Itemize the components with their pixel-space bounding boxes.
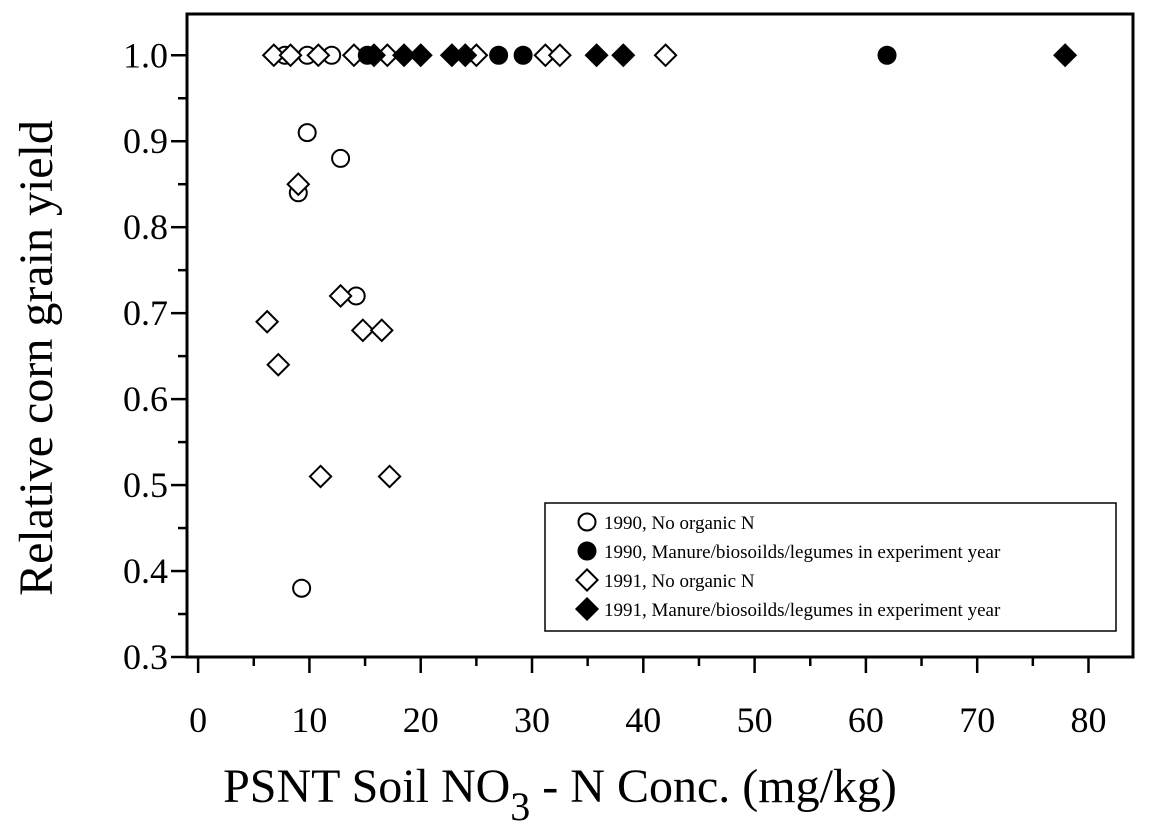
data-point [286, 172, 311, 197]
y-axis-title: Relative corn grain yield [10, 120, 63, 596]
y-tick-label: 0.4 [123, 551, 168, 591]
data-point [350, 318, 375, 343]
legend-marker [577, 541, 597, 561]
x-axis-title: PSNT Soil NO3 - N Conc. (mg/kg) [223, 760, 897, 827]
x-axis-title-main: PSNT Soil NO [223, 760, 510, 813]
legend-label: 1991, Manure/biosoilds/legumes in experi… [604, 600, 1001, 621]
data-point [331, 148, 351, 168]
data-point [584, 43, 609, 68]
y-tick-label: 0.5 [123, 465, 168, 505]
data-point [453, 43, 478, 68]
y-tick-label: 0.3 [123, 637, 168, 677]
plot-frame [185, 12, 1135, 659]
x-tick-label: 20 [403, 700, 439, 740]
x-axis-title-subscript: 3 [510, 784, 530, 827]
data-point [408, 43, 433, 68]
y-tick-label: 0.9 [123, 121, 168, 161]
legend-marker [577, 512, 597, 532]
legend-marker [574, 596, 600, 622]
data-point [292, 578, 312, 598]
data-point [489, 45, 509, 65]
x-tick-label: 10 [291, 700, 327, 740]
data-point [391, 43, 417, 68]
data-point [328, 283, 353, 308]
data-point [278, 43, 303, 68]
data-point [611, 43, 636, 68]
y-tick-label: 0.7 [123, 293, 168, 333]
data-point [1053, 43, 1078, 68]
legend-items: 1990, No organic N 1990, Manure/biosoilds… [574, 512, 1001, 622]
data-point [261, 43, 286, 68]
data-point [255, 309, 280, 334]
x-tick-label: 70 [959, 700, 995, 740]
axis-ticks [171, 54, 1090, 673]
y-tick-label: 1.0 [123, 35, 168, 75]
x-tick-label: 30 [514, 700, 550, 740]
x-tick-label: 80 [1070, 700, 1106, 740]
legend-box [544, 502, 1117, 632]
y-tick-label: 0.8 [123, 207, 168, 247]
data-point [361, 43, 387, 68]
data-points [255, 43, 1078, 598]
data-point [547, 43, 572, 68]
data-point [513, 45, 533, 65]
data-point [877, 45, 897, 65]
x-tick-label: 40 [625, 700, 661, 740]
legend-label: 1991, No organic N [604, 571, 755, 592]
x-tick-label: 60 [848, 700, 884, 740]
x-tick-label: 0 [189, 700, 207, 740]
legend-marker [574, 567, 600, 593]
x-tick-label: 50 [737, 700, 773, 740]
data-point [308, 464, 333, 489]
data-point [653, 43, 678, 68]
data-point [377, 464, 402, 489]
data-point [369, 318, 394, 343]
data-point [266, 352, 291, 377]
data-point [297, 123, 317, 143]
legend-label: 1990, No organic N [604, 513, 755, 534]
legend-label: 1990, Manure/biosoilds/legumes in experi… [604, 542, 1001, 563]
y-tick-label: 0.6 [123, 379, 168, 419]
x-axis-title-tail: - N Conc. (mg/kg) [530, 760, 897, 813]
axis-tick-labels: 0 10 20 30 40 50 60 70 80 0.3 0.4 0.5 0.6 0.7 0.8 0.9 1.… [123, 35, 1106, 740]
legend: 1990, No organic N 1990, Manure/biosoilds… [544, 502, 1117, 632]
data-point [306, 43, 331, 68]
